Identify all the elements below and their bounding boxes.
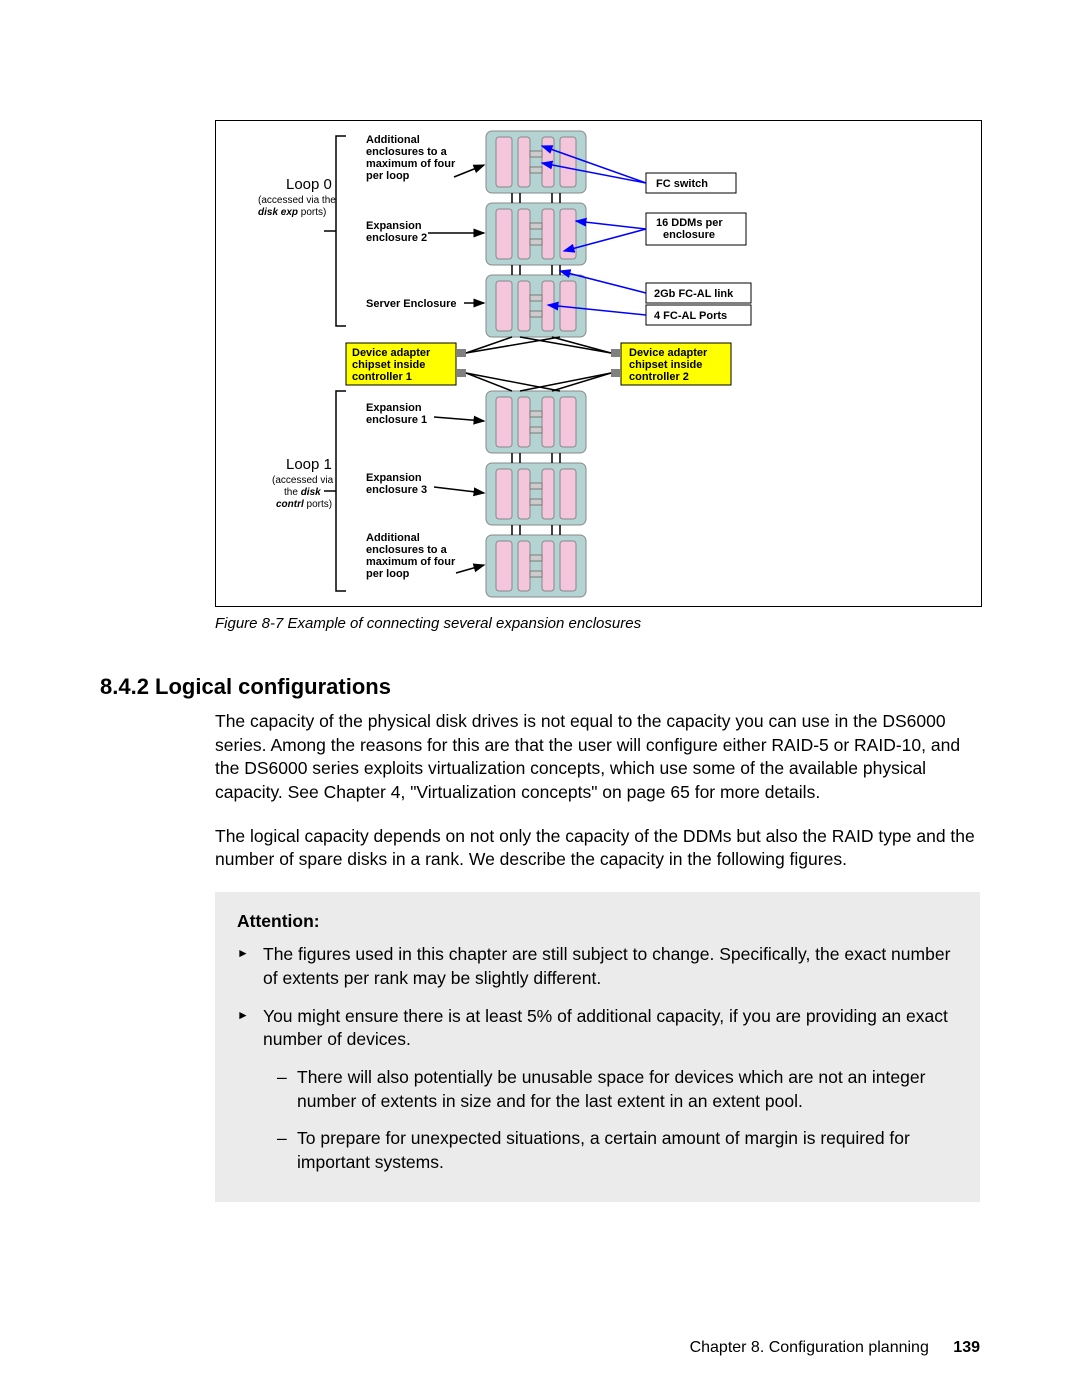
attention-dash-1: There will also potentially be unusable … <box>237 1066 958 1113</box>
label-exp3: Expansion enclosure 3 <box>366 472 427 496</box>
attention-bullet-2: You might ensure there is at least 5% of… <box>237 1005 958 1052</box>
loop1-sub3: contrl ports) <box>276 499 332 510</box>
section-heading: 8.4.2 Logical configurations <box>100 674 980 700</box>
enclosure-exp1 <box>486 391 586 453</box>
label-exp1: Expansion enclosure 1 <box>366 402 427 426</box>
loop0-sub2: disk exp ports) <box>258 207 326 218</box>
label-additional: Additional enclosures to a maximum of fo… <box>366 134 458 182</box>
enclosure-bottom <box>486 535 586 597</box>
figure-8-7: Loop 0 (accessed via the disk exp ports)… <box>215 120 982 607</box>
page: Loop 0 (accessed via the disk exp ports)… <box>0 0 1080 1397</box>
callout-fc-switch: FC switch <box>656 178 708 190</box>
callout-link: 2Gb FC-AL link <box>654 288 734 300</box>
label-additional-bottom: Additional enclosures to a maximum of fo… <box>366 532 458 580</box>
attention-box: Attention: The figures used in this chap… <box>215 892 980 1203</box>
footer-page-number: 139 <box>953 1339 980 1356</box>
enclosure-exp2 <box>486 203 586 265</box>
page-footer: Chapter 8. Configuration planning 139 <box>690 1339 980 1357</box>
attention-title: Attention: <box>237 910 958 934</box>
enclosure-top <box>486 131 586 193</box>
loop0-title: Loop 0 <box>286 176 332 193</box>
paragraph-2: The logical capacity depends on not only… <box>215 825 980 872</box>
loop0-sub: (accessed via the <box>258 195 336 206</box>
attention-dash-2: To prepare for unexpected situations, a … <box>237 1127 958 1174</box>
paragraph-1: The capacity of the physical disk drives… <box>215 710 980 805</box>
enclosure-server <box>486 275 586 337</box>
label-server: Server Enclosure <box>366 298 457 310</box>
enclosure-exp3 <box>486 463 586 525</box>
attention-bullet-1: The figures used in this chapter are sti… <box>237 943 958 990</box>
loop1-title: Loop 1 <box>286 456 332 473</box>
footer-chapter: Chapter 8. Configuration planning <box>690 1339 929 1356</box>
label-exp2: Expansion enclosure 2 <box>366 220 427 244</box>
callout-ports: 4 FC-AL Ports <box>654 310 727 322</box>
figure-caption: Figure 8-7 Example of connecting several… <box>215 615 980 632</box>
loop1-sub2: the disk <box>284 487 321 498</box>
loop1-sub1: (accessed via <box>272 475 334 486</box>
